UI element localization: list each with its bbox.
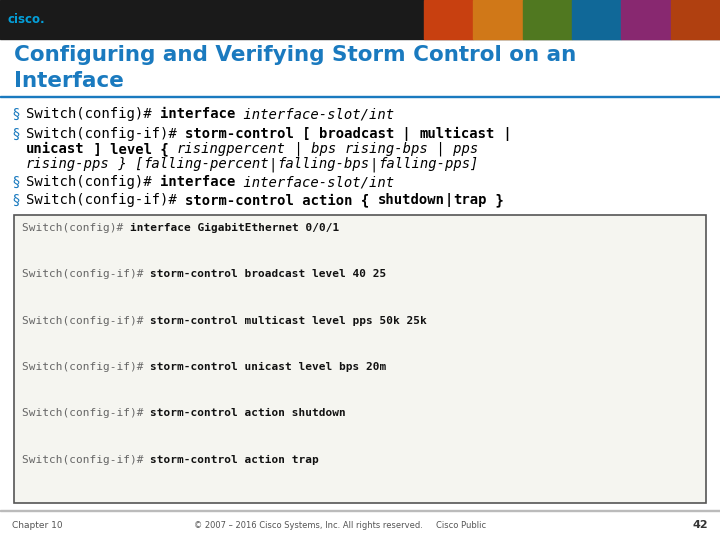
Text: interface-slot/int: interface-slot/int (235, 107, 395, 121)
Text: ]: ] (470, 157, 478, 171)
Text: Chapter 10: Chapter 10 (12, 521, 63, 530)
Text: Switch(config-if)#: Switch(config-if)# (26, 127, 185, 141)
Text: ] level {: ] level { (85, 142, 176, 156)
Text: Switch(config-if)#: Switch(config-if)# (22, 269, 150, 279)
Bar (0, 510, 720, 511)
Bar (0, 0, 720, 39)
Text: Configuring and Verifying Storm Control on an: Configuring and Verifying Storm Control … (14, 45, 576, 65)
Text: Switch(config-if)#: Switch(config-if)# (22, 408, 150, 418)
Text: Switch(config)#: Switch(config)# (26, 107, 160, 121)
Bar (424, 0, 473, 39)
Text: |: | (445, 193, 453, 207)
Text: risingpercent: risingpercent (176, 142, 286, 156)
Text: storm-control [: storm-control [ (185, 127, 319, 141)
Text: |: | (369, 157, 378, 172)
Text: unicast: unicast (26, 142, 85, 156)
Text: interface GigabitEthernet 0/0/1: interface GigabitEthernet 0/0/1 (130, 223, 339, 233)
Text: }: } (487, 193, 503, 207)
Text: Switch(config-if)#: Switch(config-if)# (22, 455, 150, 464)
Bar (621, 0, 670, 39)
Text: falling-percent: falling-percent (143, 157, 269, 171)
Text: §: § (12, 175, 19, 189)
Text: falling-pps: falling-pps (378, 157, 470, 171)
Text: Switch(config-if)#: Switch(config-if)# (22, 316, 150, 326)
Text: Switch(config-if)#: Switch(config-if)# (22, 362, 150, 372)
Text: interface: interface (160, 175, 235, 189)
Text: storm-control broadcast level 40 25: storm-control broadcast level 40 25 (150, 269, 387, 279)
Text: §: § (12, 107, 19, 121)
Bar (572, 0, 621, 39)
Text: trap: trap (453, 193, 487, 207)
Text: Switch(config)#: Switch(config)# (22, 223, 130, 233)
Bar (473, 0, 523, 39)
Text: interface-slot/int: interface-slot/int (235, 175, 395, 189)
Bar (523, 0, 572, 39)
Text: | bps: | bps (286, 142, 344, 157)
Bar (670, 0, 720, 39)
Text: 42: 42 (693, 521, 708, 530)
Text: | pps: | pps (428, 142, 478, 157)
Text: rising-pps: rising-pps (26, 157, 109, 171)
Text: |: | (495, 127, 520, 141)
FancyBboxPatch shape (14, 215, 706, 503)
Text: §: § (12, 193, 19, 207)
Text: storm-control action shutdown: storm-control action shutdown (150, 408, 346, 418)
Text: falling-bps: falling-bps (277, 157, 369, 171)
Text: storm-control multicast level pps 50k 25k: storm-control multicast level pps 50k 25… (150, 316, 427, 326)
Text: multicast: multicast (420, 127, 495, 141)
Text: storm-control action trap: storm-control action trap (150, 455, 319, 465)
Text: rising-bps: rising-bps (344, 142, 428, 156)
Text: Switch(config)#: Switch(config)# (26, 175, 160, 189)
Text: cisco.: cisco. (8, 13, 45, 26)
Text: Switch(config-if)#: Switch(config-if)# (26, 193, 185, 207)
Text: storm-control action {: storm-control action { (185, 193, 378, 207)
Text: interface: interface (160, 107, 235, 121)
Text: |: | (395, 127, 420, 141)
Text: |: | (269, 157, 277, 172)
Text: broadcast: broadcast (319, 127, 395, 141)
Text: © 2007 – 2016 Cisco Systems, Inc. All rights reserved.     Cisco Public: © 2007 – 2016 Cisco Systems, Inc. All ri… (194, 521, 486, 530)
Bar (0, 96, 720, 97)
Text: storm-control unicast level bps 20m: storm-control unicast level bps 20m (150, 362, 387, 372)
Text: Interface: Interface (14, 71, 124, 91)
Text: } [: } [ (109, 157, 143, 171)
Text: §: § (12, 127, 19, 141)
Text: shutdown: shutdown (378, 193, 445, 207)
